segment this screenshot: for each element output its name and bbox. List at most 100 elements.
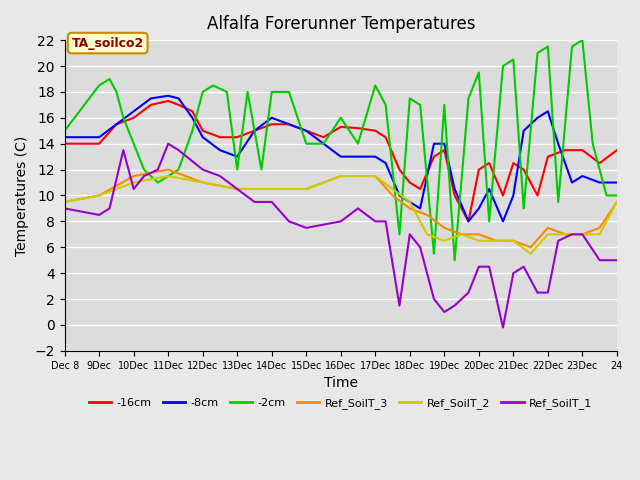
-8cm	[396, 192, 403, 198]
-16cm	[113, 121, 120, 127]
-16cm	[147, 102, 155, 108]
-2cm	[613, 192, 621, 198]
Ref_SoilT_3	[95, 192, 103, 198]
-8cm	[199, 134, 207, 140]
-8cm	[175, 96, 182, 101]
-16cm	[61, 141, 68, 146]
Ref_SoilT_1	[520, 264, 527, 270]
Ref_SoilT_1	[430, 296, 438, 302]
-16cm	[371, 128, 379, 133]
Ref_SoilT_1	[61, 205, 68, 211]
-8cm	[337, 154, 344, 159]
-8cm	[251, 128, 259, 133]
Ref_SoilT_1	[251, 199, 259, 205]
-2cm	[95, 83, 103, 88]
-2cm	[416, 102, 424, 108]
-8cm	[319, 141, 327, 146]
-16cm	[285, 121, 293, 127]
-16cm	[579, 147, 586, 153]
Ref_SoilT_2	[613, 199, 621, 205]
-16cm	[175, 102, 182, 108]
-16cm	[613, 147, 621, 153]
Ref_SoilT_2	[388, 186, 396, 192]
-16cm	[396, 167, 403, 172]
Ref_SoilT_1	[568, 231, 576, 237]
Ref_SoilT_3	[303, 186, 310, 192]
Y-axis label: Temperatures (C): Temperatures (C)	[15, 135, 29, 256]
-2cm	[189, 128, 196, 133]
Ref_SoilT_1	[465, 290, 472, 296]
-16cm	[95, 141, 103, 146]
-16cm	[485, 160, 493, 166]
Ref_SoilT_1	[106, 205, 113, 211]
Ref_SoilT_1	[199, 167, 207, 172]
-2cm	[319, 141, 327, 146]
-2cm	[337, 115, 344, 120]
-16cm	[520, 167, 527, 172]
-2cm	[568, 44, 576, 49]
Ref_SoilT_1	[337, 218, 344, 224]
Ref_SoilT_3	[199, 180, 207, 185]
Ref_SoilT_2	[527, 251, 534, 257]
-2cm	[534, 50, 541, 56]
Line: Ref_SoilT_2: Ref_SoilT_2	[65, 176, 617, 254]
-2cm	[554, 199, 562, 205]
-2cm	[382, 102, 390, 108]
Ref_SoilT_2	[509, 238, 517, 244]
Ref_SoilT_2	[234, 186, 241, 192]
-8cm	[596, 180, 604, 185]
Ref_SoilT_1	[613, 257, 621, 263]
Ref_SoilT_1	[234, 186, 241, 192]
Ref_SoilT_3	[130, 173, 138, 179]
Ref_SoilT_2	[596, 231, 604, 237]
-16cm	[406, 180, 413, 185]
-8cm	[147, 96, 155, 101]
-2cm	[209, 83, 217, 88]
-16cm	[430, 154, 438, 159]
-8cm	[382, 160, 390, 166]
-16cm	[416, 186, 424, 192]
-2cm	[485, 218, 493, 224]
Ref_SoilT_2	[95, 192, 103, 198]
Ref_SoilT_1	[303, 225, 310, 231]
Ref_SoilT_1	[596, 257, 604, 263]
Ref_SoilT_3	[492, 238, 500, 244]
-8cm	[406, 199, 413, 205]
-2cm	[451, 257, 458, 263]
Ref_SoilT_1	[406, 231, 413, 237]
-16cm	[354, 125, 362, 131]
-2cm	[113, 89, 120, 95]
-2cm	[509, 57, 517, 62]
-8cm	[164, 93, 172, 99]
Ref_SoilT_1	[485, 264, 493, 270]
-2cm	[106, 76, 113, 82]
-16cm	[534, 192, 541, 198]
-8cm	[268, 115, 276, 120]
-2cm	[371, 83, 379, 88]
-2cm	[223, 89, 230, 95]
Ref_SoilT_2	[199, 180, 207, 185]
-2cm	[303, 141, 310, 146]
-8cm	[440, 141, 448, 146]
-8cm	[568, 180, 576, 185]
-2cm	[475, 70, 483, 75]
Ref_SoilT_2	[164, 173, 172, 179]
Ref_SoilT_3	[61, 199, 68, 205]
-2cm	[603, 192, 611, 198]
Ref_SoilT_1	[579, 231, 586, 237]
-16cm	[251, 128, 259, 133]
Ref_SoilT_2	[423, 231, 431, 237]
Ref_SoilT_2	[440, 238, 448, 244]
-8cm	[354, 154, 362, 159]
Ref_SoilT_3	[596, 225, 604, 231]
Ref_SoilT_3	[527, 244, 534, 250]
Ref_SoilT_1	[440, 309, 448, 315]
-16cm	[382, 134, 390, 140]
Ref_SoilT_3	[337, 173, 344, 179]
Ref_SoilT_2	[475, 238, 483, 244]
-2cm	[199, 89, 207, 95]
-16cm	[189, 108, 196, 114]
-16cm	[303, 128, 310, 133]
-2cm	[268, 89, 276, 95]
Ref_SoilT_1	[534, 290, 541, 296]
